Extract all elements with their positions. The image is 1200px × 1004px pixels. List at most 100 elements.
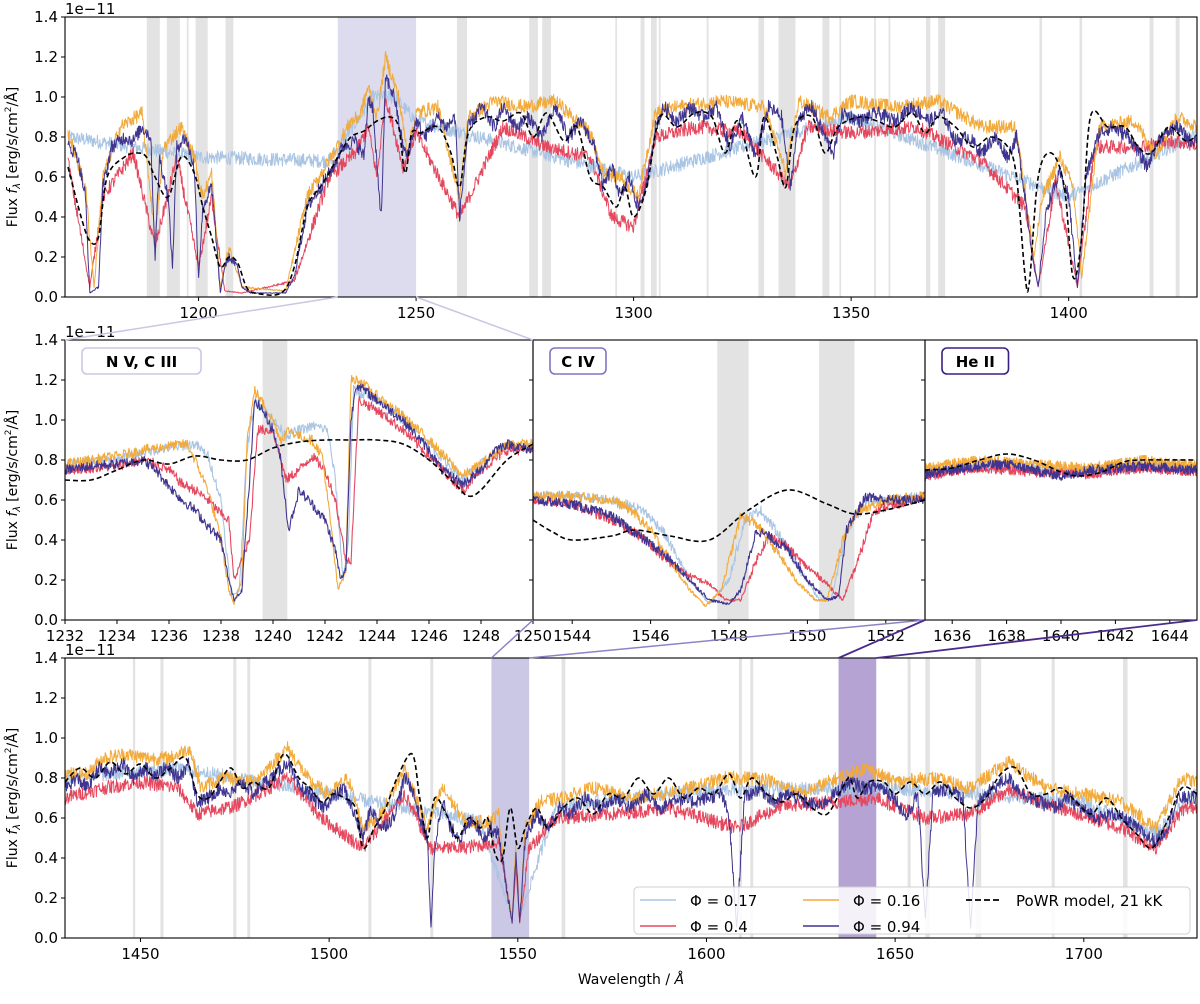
x-label-text: Wavelength bbox=[578, 972, 661, 988]
masked-band bbox=[615, 17, 618, 297]
masked-band bbox=[186, 17, 189, 297]
series-line bbox=[65, 741, 1197, 917]
legend-label: PoWR model, 21 kK bbox=[1016, 892, 1163, 910]
series-line bbox=[65, 383, 533, 602]
y-tick-label: 1.2 bbox=[34, 48, 58, 66]
y-tick-label: 1.0 bbox=[34, 411, 58, 429]
panel-overview-1430-1730: 1450 1500 1550 1600 1650 1700 0.0 0.2 0.4 0.6 0.8 1… bbox=[4, 641, 1198, 988]
y-label-unit_end: /Å] bbox=[4, 728, 21, 748]
model-line bbox=[65, 752, 1197, 863]
masked-band bbox=[233, 658, 237, 938]
zoom-connector-line bbox=[64, 296, 338, 341]
x-tick-label: 1638 bbox=[988, 627, 1026, 645]
line-label-box: C IV bbox=[549, 347, 607, 375]
y-label-symbol: f bbox=[5, 828, 21, 835]
masked-band bbox=[717, 340, 749, 620]
masked-band bbox=[640, 17, 645, 297]
y-tick-label: 1.0 bbox=[34, 88, 58, 106]
plot-area bbox=[533, 340, 925, 620]
y-tick-label: 1.4 bbox=[34, 8, 58, 26]
y-offset-text: 1e−11 bbox=[65, 323, 115, 341]
series-line bbox=[65, 374, 533, 606]
x-tick-label: 1700 bbox=[1065, 945, 1103, 963]
zoom-connector-line bbox=[415, 296, 534, 341]
y-tick-label: 0.8 bbox=[34, 451, 58, 469]
masked-band bbox=[819, 340, 855, 620]
legend-item: Φ = 0.94 bbox=[803, 918, 920, 936]
y-axis-label: Flux fλ [erg/s/cm2/Å] bbox=[4, 410, 23, 550]
y-label-subscript: λ bbox=[12, 183, 23, 190]
x-tick-label: 1548 bbox=[710, 627, 748, 645]
legend-label: Φ = 0.94 bbox=[853, 918, 920, 936]
y-label-unit_sup: 2 bbox=[4, 107, 14, 113]
legend: Φ = 0.17 Φ = 0.4 Φ = 0.16 Φ = 0.94 PoWR mode… bbox=[633, 886, 1191, 936]
panel-overview-1170-1430: 1200 1250 1300 1350 14000.00.20.40.60.81.01.… bbox=[4, 0, 1198, 322]
y-tick-label: 0.4 bbox=[34, 208, 58, 226]
model-line bbox=[67, 109, 1197, 296]
y-tick-label: 0.8 bbox=[34, 128, 58, 146]
x-tick-label: 1650 bbox=[876, 945, 914, 963]
panel-zoom-NV-CIII: 1232 1234 1236 1238 1240 1242 1244 1246 1248 1250… bbox=[4, 323, 552, 645]
line-label-box: He II bbox=[941, 347, 1010, 375]
y-tick-label: 0.4 bbox=[34, 849, 58, 867]
x-tick-label: 1546 bbox=[632, 627, 670, 645]
masked-band bbox=[529, 17, 538, 297]
y-tick-label: 0.6 bbox=[34, 491, 58, 509]
model-line bbox=[533, 489, 925, 543]
y-axis-label: Flux fλ [erg/s/cm2/Å] bbox=[4, 728, 23, 868]
x-tick-label: 1300 bbox=[615, 304, 653, 322]
line-label: N V, C III bbox=[106, 353, 177, 371]
y-tick-label: 1.0 bbox=[34, 729, 58, 747]
masked-band bbox=[160, 658, 164, 938]
masked-band bbox=[975, 658, 982, 938]
y-offset-text: 1e−11 bbox=[65, 641, 115, 659]
masked-band bbox=[430, 658, 434, 938]
y-label-prefix: Flux bbox=[5, 194, 21, 228]
plot-area bbox=[65, 658, 1197, 938]
x-tick-label: 1236 bbox=[150, 627, 188, 645]
label-frame bbox=[941, 347, 1010, 375]
x-tick-label: 1550 bbox=[499, 945, 537, 963]
zoom-connectors bbox=[64, 296, 1198, 659]
x-label-unit: Å bbox=[674, 971, 685, 988]
y-label-unit: [erg/s/cm bbox=[5, 753, 21, 820]
line-label-box: N V, C III bbox=[81, 347, 202, 375]
x-tick-label: 1248 bbox=[462, 627, 500, 645]
y-label-subscript: λ bbox=[12, 506, 23, 513]
zoom-connector-line bbox=[490, 619, 534, 659]
masked-band bbox=[658, 17, 661, 297]
masked-band bbox=[132, 658, 136, 938]
x-tick-label: 1644 bbox=[1151, 627, 1189, 645]
legend-label: Φ = 0.16 bbox=[853, 892, 920, 910]
y-label-symbol: f bbox=[5, 510, 21, 517]
y-axis-label: Flux fλ [erg/s/cm2/Å] bbox=[4, 87, 23, 227]
y-tick-label: 0.2 bbox=[34, 889, 58, 907]
masked-band bbox=[1175, 17, 1180, 297]
series-line bbox=[67, 89, 1197, 204]
x-tick-label: 1250 bbox=[397, 304, 435, 322]
masked-band bbox=[925, 658, 930, 938]
x-tick-label: 1240 bbox=[254, 627, 292, 645]
series-line bbox=[533, 492, 925, 606]
plot-area bbox=[925, 453, 1197, 482]
zoom-connector-line bbox=[529, 619, 926, 659]
axes-frame bbox=[64, 16, 1198, 298]
line-label: C IV bbox=[561, 353, 595, 371]
panel-zoom-HeII: 16361638164016421644He II bbox=[921, 339, 1198, 645]
legend-item: Φ = 0.17 bbox=[640, 892, 757, 910]
x-tick-label: 1232 bbox=[46, 627, 84, 645]
masked-band bbox=[907, 658, 911, 938]
model-line bbox=[65, 438, 533, 498]
masked-band bbox=[146, 17, 160, 297]
y-tick-label: 0.6 bbox=[34, 168, 58, 186]
label-frame bbox=[81, 347, 202, 375]
masked-band bbox=[1123, 658, 1128, 938]
masked-band bbox=[925, 17, 931, 297]
plot-area bbox=[67, 17, 1197, 297]
x-tick-label: 1636 bbox=[933, 627, 971, 645]
legend-item: Φ = 0.16 bbox=[803, 892, 920, 910]
x-tick-label: 1238 bbox=[202, 627, 240, 645]
line-label: He II bbox=[956, 353, 995, 371]
x-tick-label: 1450 bbox=[121, 945, 159, 963]
